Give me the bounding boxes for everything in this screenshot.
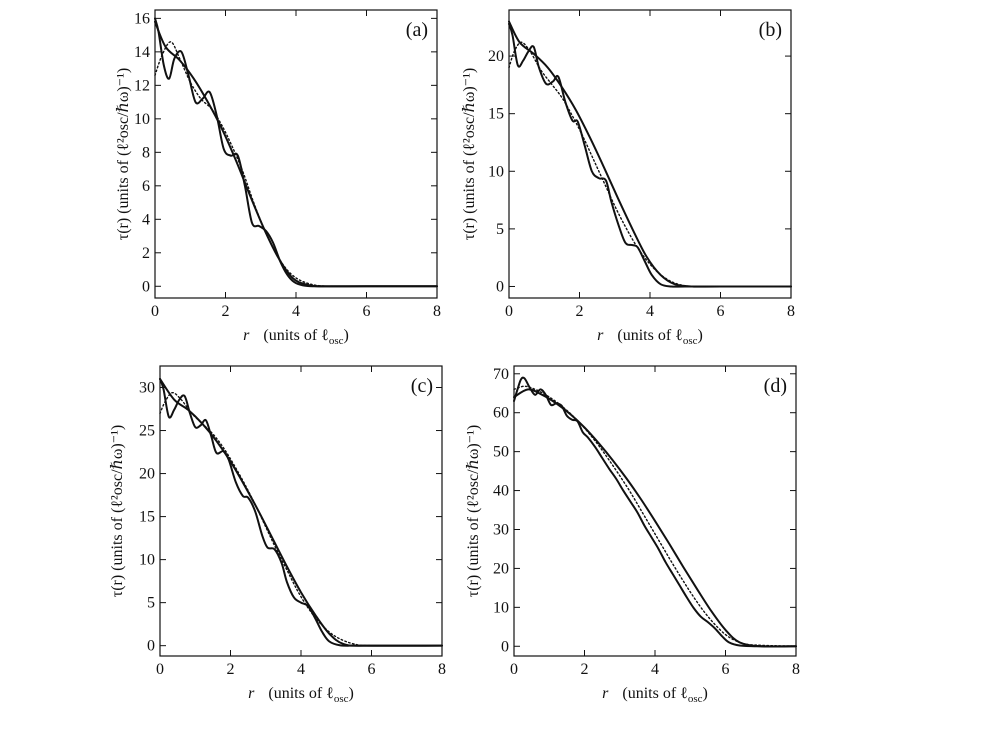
panel-d-ylabel: τ(r) (units of (ℓ²osc/ℏω)⁻¹) <box>465 425 482 597</box>
panel-a-ytick-label-7: 14 <box>134 44 150 61</box>
panel-d-series-0 <box>513 376 797 648</box>
panel-b-series-2 <box>508 41 792 288</box>
panel-a-ytick-label-6: 12 <box>134 77 150 94</box>
panel-a-xtick-label-3: 6 <box>363 303 371 320</box>
panel-c-xlabel: r (units of ℓosc) <box>248 685 354 705</box>
panel-c-series-0 <box>159 377 443 647</box>
panel-c-ylabel: τ(r) (units of (ℓ²osc/ℏω)⁻¹) <box>109 425 126 597</box>
panel-b-xlabel: r (units of ℓosc) <box>597 327 703 347</box>
panel-b-ytick-label-0: 0 <box>496 278 504 295</box>
panel-b-xtick-label-1: 2 <box>576 303 584 320</box>
panel-b-ytick-label-4: 20 <box>488 48 504 65</box>
panel-c-ytick-label-1: 5 <box>147 595 155 612</box>
panel-d-ytick-label-4: 40 <box>493 483 509 500</box>
panel-d-ytick-label-6: 60 <box>493 405 509 422</box>
panel-c-xtick-label-0: 0 <box>156 661 164 678</box>
panel-a-ytick-label-2: 4 <box>142 211 150 228</box>
panel-c-ytick-label-5: 25 <box>139 423 155 440</box>
panel-b-xtick-label-4: 8 <box>787 303 795 320</box>
panel-a-ylabel: τ(r) (units of (ℓ²osc/ℏω)⁻¹) <box>115 68 132 240</box>
panel-a-xtick-label-4: 8 <box>433 303 441 320</box>
panel-c-ytick-label-0: 0 <box>147 638 155 655</box>
panel-d-ytick-label-3: 30 <box>493 521 509 538</box>
panel-a-label: (a) <box>406 19 428 41</box>
panel-d-ytick-label-0: 0 <box>501 638 509 655</box>
panel-d-xtick-label-2: 4 <box>651 661 659 678</box>
panel-d-ytick-label-1: 10 <box>493 599 509 616</box>
panel-c-xtick-label-1: 2 <box>227 661 235 678</box>
panel-c-ytick-label-3: 15 <box>139 509 155 526</box>
panel-c-label: (c) <box>411 375 433 397</box>
panel-c-series-2 <box>159 391 443 647</box>
panel-c-ytick-label-6: 30 <box>139 380 155 397</box>
panel-a-ytick-label-4: 8 <box>142 144 150 161</box>
panel-b: (b) 0 2 4 6 8 0 5 10 15 20 r (units of ℓosc) τ(r) … <box>461 9 795 347</box>
panel-b-xtick-label-0: 0 <box>505 303 513 320</box>
panel-c-ytick-label-2: 10 <box>139 552 155 569</box>
panel-a-xtick-label-0: 0 <box>151 303 159 320</box>
panel-b-label: (b) <box>759 19 782 41</box>
panel-d-xtick-label-4: 8 <box>792 661 800 678</box>
panel-c-xtick-label-4: 8 <box>438 661 446 678</box>
panel-d-label: (d) <box>764 375 787 397</box>
panel-c-series-1 <box>159 377 443 647</box>
panel-d: (d) 0 2 4 6 8 0 10 20 30 40 50 60 70 r (units of ℓosc… <box>465 365 800 705</box>
panel-d-series-1 <box>513 388 797 648</box>
panel-a-xlabel: r (units of ℓosc) <box>243 327 349 347</box>
panel-a-series-0 <box>154 17 438 288</box>
panel-b-ytick-label-1: 5 <box>496 221 504 238</box>
panel-c-xtick-label-3: 6 <box>368 661 376 678</box>
panel-d-ytick-label-7: 70 <box>493 366 509 383</box>
panel-b-ytick-label-3: 15 <box>488 106 504 123</box>
panel-d-xlabel: r (units of ℓosc) <box>602 685 708 705</box>
panel-a-series-2 <box>154 41 438 288</box>
panel-a-xtick-label-1: 2 <box>222 303 230 320</box>
panel-b-ytick-label-2: 10 <box>488 163 504 180</box>
panel-d-series-2 <box>513 385 797 647</box>
panel-b-xtick-label-3: 6 <box>717 303 725 320</box>
panel-d-xtick-label-1: 2 <box>581 661 589 678</box>
panel-a-xtick-label-2: 4 <box>292 303 300 320</box>
panel-b-series-0 <box>508 22 792 288</box>
panel-a-ytick-label-3: 6 <box>142 178 150 195</box>
panel-c-ytick-label-4: 20 <box>139 466 155 483</box>
panel-d-xtick-label-3: 6 <box>722 661 730 678</box>
panel-d-xtick-label-0: 0 <box>510 661 518 678</box>
panel-a-ytick-label-1: 2 <box>142 245 150 262</box>
panel-b-xtick-label-2: 4 <box>646 303 654 320</box>
panel-a-ytick-label-0: 0 <box>142 278 150 295</box>
panel-c-xtick-label-2: 4 <box>297 661 305 678</box>
panel-b-ylabel: τ(r) (units of (ℓ²osc/ℏω)⁻¹) <box>461 68 478 240</box>
panel-d-ytick-label-5: 50 <box>493 444 509 461</box>
panel-a-ytick-label-5: 10 <box>134 111 150 128</box>
panel-a-ytick-label-8: 16 <box>134 10 150 27</box>
panel-d-ytick-label-2: 20 <box>493 560 509 577</box>
panel-c: (c) 0 2 4 6 8 0 5 10 15 20 25 30 r (units of ℓosc) τ… <box>109 365 446 705</box>
